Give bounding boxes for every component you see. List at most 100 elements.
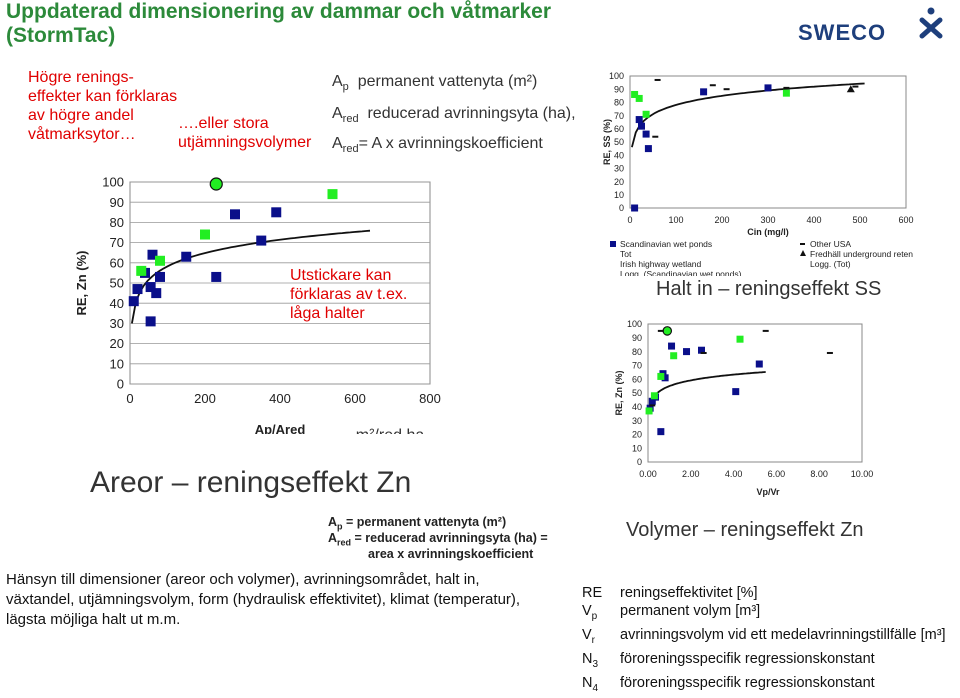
y-tick-label: 60 bbox=[632, 374, 642, 384]
y-tick-label: 10 bbox=[632, 443, 642, 453]
plot-area bbox=[629, 75, 907, 209]
data-point bbox=[723, 88, 730, 91]
x-tick-label: 400 bbox=[806, 215, 821, 225]
y-tick-label: 10 bbox=[110, 356, 124, 371]
x-tick-label: 6.00 bbox=[768, 469, 786, 479]
data-point bbox=[645, 407, 653, 415]
data-point bbox=[635, 116, 643, 124]
x-tick-label: 0.00 bbox=[639, 469, 657, 479]
x-tick-label: 100 bbox=[668, 215, 683, 225]
y-tick-label: 40 bbox=[632, 402, 642, 412]
data-point bbox=[649, 404, 656, 407]
data-point bbox=[181, 251, 192, 262]
y-tick-label: 80 bbox=[614, 98, 624, 108]
symbol-description: reningseffektivitet [%] bbox=[620, 585, 758, 601]
data-point bbox=[327, 189, 338, 200]
x-tick-label: 8.00 bbox=[810, 469, 828, 479]
x-tick-label: 500 bbox=[852, 215, 867, 225]
data-point bbox=[271, 207, 282, 218]
data-point bbox=[631, 90, 639, 98]
symbol-description: föroreningsspecifik regressionskonstant bbox=[620, 674, 875, 691]
x-axis-label: Cin (mg/l) bbox=[747, 227, 789, 237]
slide-title: Uppdaterad dimensionering av dammar och … bbox=[6, 0, 552, 47]
ared-definition: Ared reducerad avrinningsyta (ha), bbox=[332, 105, 576, 126]
y-tick-label: 20 bbox=[110, 336, 124, 351]
chart-ss-conc: 0 10 20 30 40 50 60 70 80 90 100 0 100 200 300 400 500 60… bbox=[602, 71, 914, 276]
symbol-row: RE reningseffektivitet [%] bbox=[582, 584, 946, 602]
fit-curve bbox=[131, 229, 371, 324]
caption-volumes: Volymer – reningseffekt Zn bbox=[626, 519, 864, 541]
data-point bbox=[657, 329, 664, 332]
fit-curve bbox=[648, 371, 766, 413]
y-axis-label: RE, Zn (%) bbox=[614, 371, 624, 416]
data-point bbox=[652, 135, 659, 138]
y-tick-label: 0 bbox=[637, 457, 642, 467]
data-point bbox=[638, 122, 645, 130]
x-tick-label: 2.00 bbox=[682, 469, 700, 479]
y-tick-label: 70 bbox=[632, 361, 642, 371]
y-tick-label: 80 bbox=[110, 215, 124, 230]
x-unit-label: m²/red ha bbox=[356, 427, 425, 434]
footer-text: Hänsyn till dimensioner (areor och volym… bbox=[6, 571, 521, 628]
sweco-logo: SWECO bbox=[798, 6, 948, 50]
data-point bbox=[657, 372, 665, 380]
symbol-row: Vp permanent volym [m³] bbox=[582, 602, 946, 626]
y-tick-label: 70 bbox=[110, 235, 124, 250]
data-point bbox=[654, 78, 661, 81]
y-tick-label: 0 bbox=[619, 203, 624, 213]
y-tick-label: 40 bbox=[110, 296, 124, 311]
chart-zn-area: 0 10 20 30 40 50 60 70 80 90 100 0 200 400 600 800 RE, Z… bbox=[74, 175, 441, 434]
data-point bbox=[683, 348, 691, 356]
x-tick-label: 10.00 bbox=[851, 469, 874, 479]
data-point bbox=[762, 329, 769, 332]
data-point bbox=[128, 296, 139, 307]
data-point bbox=[661, 374, 669, 382]
y-tick-label: 50 bbox=[632, 388, 642, 398]
symbol-description: avrinningsvolym vid ett medelavrinningst… bbox=[620, 626, 946, 643]
legend-entry: Scandinavian wet ponds bbox=[620, 239, 712, 249]
data-point bbox=[136, 265, 147, 276]
logo-mark-icon bbox=[919, 7, 943, 39]
data-point bbox=[147, 249, 158, 260]
data-point bbox=[631, 204, 639, 212]
data-point bbox=[700, 88, 708, 96]
data-point bbox=[826, 351, 833, 354]
data-point bbox=[211, 271, 222, 282]
note-steeper: Utstickare kan förklaras av t.ex. låga h… bbox=[290, 267, 408, 322]
y-tick-label: 100 bbox=[627, 319, 642, 329]
small-ared-def: Ared = reducerad avrinningsyta (ha) = bbox=[328, 531, 548, 548]
symbol-name: N4 bbox=[582, 674, 599, 694]
data-point bbox=[782, 89, 790, 97]
x-tick-label: 400 bbox=[269, 391, 291, 406]
y-tick-label: 30 bbox=[614, 164, 624, 174]
symbol-name: Vp bbox=[582, 603, 598, 622]
ared-formula: Ared= A x avrinningskoefficient bbox=[332, 135, 543, 156]
data-point bbox=[155, 271, 165, 282]
y-tick-label: 100 bbox=[102, 175, 124, 190]
y-tick-label: 0 bbox=[117, 377, 124, 392]
x-tick-label: 200 bbox=[714, 215, 729, 225]
y-tick-label: 90 bbox=[614, 84, 624, 94]
y-tick-label: 30 bbox=[632, 416, 642, 426]
plot-area bbox=[647, 323, 863, 463]
x-tick-label: 0 bbox=[627, 215, 632, 225]
x-tick-label: 200 bbox=[194, 391, 216, 406]
data-point bbox=[736, 335, 744, 343]
data-point bbox=[642, 110, 650, 118]
y-tick-label: 50 bbox=[614, 137, 624, 147]
caption-ss: Halt in – reningseffekt SS bbox=[656, 278, 882, 300]
x-tick-label: 600 bbox=[898, 215, 913, 225]
logo-text: SWECO bbox=[798, 20, 887, 45]
y-tick-label: 60 bbox=[110, 255, 124, 270]
legend-marker bbox=[610, 241, 616, 247]
y-axis-label: RE, SS (%) bbox=[602, 119, 612, 165]
data-point bbox=[662, 326, 673, 336]
symbol-row: Vr avrinningsvolym vid ett medelavrinning… bbox=[582, 626, 946, 650]
data-point bbox=[132, 284, 143, 295]
data-point bbox=[200, 229, 210, 240]
data-point bbox=[635, 94, 643, 102]
legend-entry: Logg. (Tot) bbox=[810, 259, 851, 269]
x-tick-label: 300 bbox=[760, 215, 775, 225]
note-higher-effects: Högre renings- effekter kan förklaras av… bbox=[28, 69, 178, 143]
data-point bbox=[698, 346, 705, 354]
